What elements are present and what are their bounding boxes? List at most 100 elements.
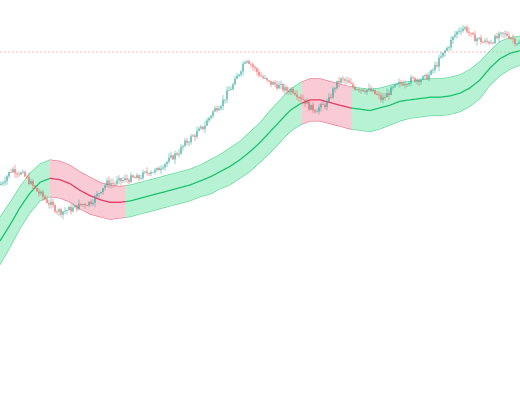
candle-bullish [4, 177, 6, 186]
candle-bullish [218, 105, 220, 111]
candle-body [96, 193, 98, 197]
candle-body [340, 78, 342, 83]
candle-bearish [268, 79, 270, 83]
candle-bearish [374, 89, 376, 95]
candle-bullish [442, 52, 444, 58]
candle-body [180, 147, 182, 154]
candle-body [304, 99, 306, 104]
candle-bearish [488, 40, 490, 46]
candle-body [328, 96, 330, 102]
candle-bearish [512, 34, 514, 44]
candle-bullish [498, 31, 500, 43]
candle-body [38, 191, 40, 194]
candle-body [390, 87, 392, 96]
candle-bearish [380, 92, 382, 103]
candle-bearish [376, 90, 378, 96]
candle-body [52, 201, 54, 206]
candle-bullish [246, 60, 248, 64]
candle-bearish [258, 69, 260, 78]
candle-body [212, 111, 214, 116]
candle-body [504, 33, 506, 35]
candle-body [82, 204, 84, 205]
candle-body [392, 86, 394, 88]
candle-body [272, 82, 274, 85]
candle-body [358, 89, 360, 91]
candle-bearish [314, 109, 316, 114]
candle-bullish [464, 26, 466, 31]
candle-body [76, 205, 78, 210]
candle-bullish [462, 24, 464, 33]
candle-body [224, 99, 226, 101]
candle-bearish [36, 187, 38, 192]
candle-body [474, 34, 476, 42]
candle-bullish [310, 104, 312, 110]
candle-body [432, 69, 434, 71]
candle-body [450, 39, 452, 48]
candle-body [110, 183, 112, 186]
candle-bullish [430, 69, 432, 76]
candle-body [142, 172, 144, 179]
candle-bearish [506, 31, 508, 37]
candle-body [486, 40, 488, 42]
candle-body [394, 84, 396, 87]
candle-body [468, 31, 470, 33]
candle-bullish [434, 61, 436, 74]
candle-body [238, 74, 240, 77]
candle-body [510, 38, 512, 40]
candle-body [210, 115, 212, 118]
candle-body [30, 181, 32, 185]
candle-body [248, 61, 250, 64]
band-center-line [351, 50, 520, 112]
candle-bullish [118, 175, 120, 185]
candle-bullish [106, 178, 108, 188]
band-lower-line [0, 196, 51, 265]
candle-bullish [116, 176, 118, 187]
candle-body [264, 78, 266, 79]
candle-bearish [252, 62, 254, 72]
candle-body [278, 84, 280, 89]
candle-body [216, 108, 218, 111]
candle-body [462, 28, 464, 31]
candle-bearish [402, 80, 404, 87]
candle-body [86, 205, 88, 206]
candle-bullish [154, 167, 156, 175]
candle-body [412, 77, 414, 79]
candle-bullish [396, 83, 398, 86]
candle-bearish [28, 172, 30, 186]
candle-body [302, 98, 304, 100]
candle-body [476, 38, 478, 42]
candle-body [178, 153, 180, 155]
candle-body [312, 104, 314, 111]
candle-body [12, 169, 14, 173]
candle-bullish [398, 78, 400, 88]
candle-bullish [244, 60, 246, 65]
candle-bearish [358, 88, 360, 93]
band-center-line [0, 177, 51, 242]
candle-body [166, 161, 168, 165]
candle-bearish [270, 81, 272, 87]
candle-bearish [134, 175, 136, 179]
candle-bearish [496, 32, 498, 40]
candle-body [282, 84, 284, 91]
candle-bullish [190, 133, 192, 145]
candle-body [332, 88, 334, 98]
candle-bearish [400, 79, 402, 87]
candle-bullish [72, 203, 74, 213]
candle-bearish [412, 75, 414, 80]
candle-bearish [330, 93, 332, 99]
candle-bullish [390, 86, 392, 96]
candle-bearish [348, 77, 350, 83]
candle-bearish [304, 99, 306, 108]
candle-body [354, 87, 356, 90]
candle-bearish [292, 86, 294, 95]
candle-body [16, 173, 18, 175]
candle-bullish [212, 110, 214, 119]
candle-bearish [114, 181, 116, 188]
candle-body [316, 111, 318, 113]
candle-bullish [92, 199, 94, 207]
candle-bullish [204, 121, 206, 133]
candle-bullish [136, 172, 138, 179]
candle-bullish [78, 199, 80, 211]
candle-body [186, 140, 188, 143]
candle-body [440, 56, 442, 58]
